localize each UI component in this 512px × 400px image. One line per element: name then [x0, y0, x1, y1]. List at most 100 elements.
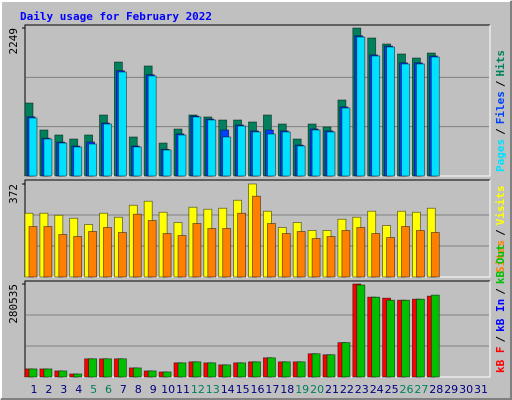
bar	[386, 237, 396, 278]
bar	[266, 133, 276, 177]
legend: Sites / Visits	[494, 186, 507, 274]
x-tick-label: 21	[325, 383, 339, 396]
x-tick-label: 11	[176, 383, 190, 396]
bar	[147, 220, 157, 278]
bar	[207, 362, 217, 378]
x-tick-label: 2	[45, 383, 52, 396]
bar	[73, 146, 83, 177]
bar	[43, 368, 53, 378]
bar	[415, 298, 425, 378]
legend-separator: /	[494, 128, 507, 135]
bar	[28, 117, 38, 177]
legend-separator: /	[494, 229, 507, 236]
bar	[43, 226, 53, 278]
x-tick-label: 13	[206, 383, 220, 396]
x-tick-label: 22	[340, 383, 354, 396]
x-tick-label: 24	[370, 383, 384, 396]
bar	[371, 296, 381, 378]
legend-entry: kB In	[494, 299, 507, 332]
bar	[415, 63, 425, 177]
bar	[162, 233, 172, 278]
bar	[237, 362, 247, 378]
legend-entry: Visits	[494, 186, 507, 226]
bar	[281, 131, 291, 177]
bar	[281, 361, 291, 378]
bar	[252, 361, 261, 378]
bar	[311, 353, 321, 378]
bar	[430, 56, 440, 177]
bar	[296, 361, 306, 378]
bar	[207, 228, 217, 278]
bar	[192, 116, 202, 177]
legend-separator: /	[494, 80, 507, 87]
bar	[73, 373, 83, 378]
bar	[296, 145, 306, 177]
legend: Pages / Files / Hits	[494, 50, 507, 172]
bar	[88, 231, 97, 278]
x-tick-label: 27	[414, 383, 428, 396]
bar	[207, 119, 217, 177]
x-tick-label: 7	[120, 383, 127, 396]
bar	[311, 238, 321, 278]
x-tick-label: 4	[75, 383, 82, 396]
legend-entry: kB F	[494, 347, 507, 374]
x-tick-label: 3	[60, 383, 67, 396]
x-tick-label: 31	[474, 383, 488, 396]
bar	[326, 354, 336, 378]
x-tick-label: 8	[135, 383, 142, 396]
x-tick-label: 18	[280, 383, 294, 396]
x-tick-label: 14	[221, 383, 235, 396]
x-tick-label: 19	[295, 383, 309, 396]
bar	[281, 233, 291, 278]
bar	[58, 234, 68, 278]
bar	[118, 358, 127, 378]
bar	[132, 367, 142, 378]
legend-entry: kB Out	[494, 244, 507, 284]
bar	[430, 232, 440, 278]
bar	[386, 46, 396, 177]
bar	[58, 142, 68, 177]
legend-entry: Sites	[494, 240, 507, 273]
y-tick-label: 2249	[7, 28, 20, 55]
legend-separator: /	[494, 336, 507, 343]
legend-entry: Files	[494, 91, 507, 124]
x-tick-label: 10	[161, 383, 175, 396]
legend-separator: /	[494, 288, 507, 295]
x-tick-label: 29	[444, 383, 458, 396]
bar	[371, 233, 381, 278]
bar	[73, 236, 83, 278]
bar	[192, 361, 202, 378]
bar	[147, 370, 157, 378]
bar	[252, 195, 261, 278]
x-tick-label: 20	[310, 383, 324, 396]
bar	[103, 123, 112, 177]
x-tick-label: 26	[400, 383, 414, 396]
bar	[177, 134, 187, 177]
x-tick-label: 1	[31, 383, 38, 396]
bar	[88, 143, 97, 177]
y-tick-label: 280535	[7, 284, 20, 324]
x-tick-label: 5	[90, 383, 97, 396]
bar	[222, 364, 232, 378]
bar	[356, 284, 366, 378]
bar	[401, 226, 410, 278]
x-tick-label: 9	[150, 383, 157, 396]
bar	[356, 227, 366, 278]
x-tick-label: 28	[429, 383, 443, 396]
bar	[177, 235, 187, 278]
bar	[415, 230, 425, 278]
bar	[356, 36, 366, 177]
bar	[237, 125, 247, 177]
bar	[103, 227, 112, 278]
bar	[58, 370, 68, 378]
chart-title: Daily usage for February 2022	[20, 10, 212, 23]
x-tick-label: 30	[459, 383, 473, 396]
x-tick-label: 25	[385, 383, 399, 396]
bar	[371, 55, 381, 177]
bar	[341, 107, 351, 177]
bar	[386, 299, 396, 378]
x-tick-label: 16	[251, 383, 265, 396]
y-tick-label: 372	[7, 184, 20, 204]
bar	[401, 63, 410, 177]
